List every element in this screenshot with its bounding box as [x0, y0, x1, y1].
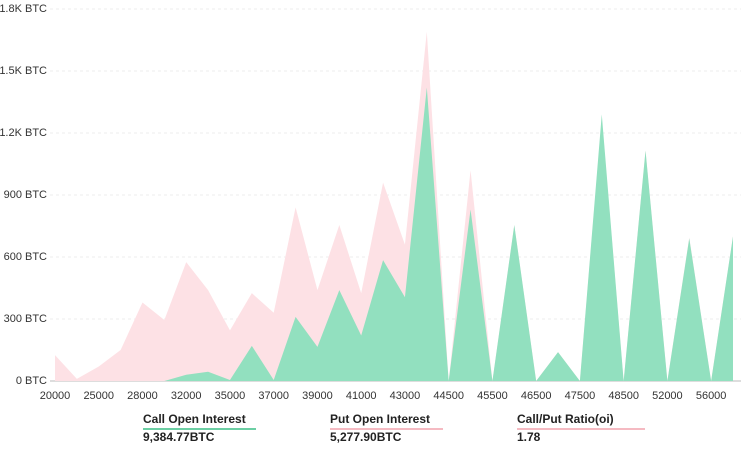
legend-label: Call Open Interest — [143, 412, 246, 426]
y-tick-label: 1.2K BTC — [0, 127, 47, 139]
x-tick-label: 43000 — [390, 390, 421, 402]
y-tick-label: 600 BTC — [4, 251, 47, 263]
y-tick-label: 300 BTC — [4, 313, 47, 325]
x-tick-label: 44500 — [433, 390, 464, 402]
x-tick-label: 56000 — [696, 390, 727, 402]
x-tick-label: 41000 — [346, 390, 377, 402]
x-tick-label: 39000 — [302, 390, 333, 402]
x-tick-label: 45500 — [477, 390, 508, 402]
area — [55, 87, 733, 382]
x-tick-label: 47500 — [565, 390, 596, 402]
ratio-value: 1.78 — [517, 430, 541, 444]
y-tick-label: 0 BTC — [16, 375, 47, 387]
x-tick-label: 35000 — [215, 390, 246, 402]
y-tick-label: 900 BTC — [4, 189, 47, 201]
legend-value: 9,384.77BTC — [143, 430, 215, 444]
legend-value: 5,277.90BTC — [330, 430, 402, 444]
x-tick-label: 37000 — [258, 390, 289, 402]
legend-label: Put Open Interest — [330, 412, 430, 426]
x-tick-label: 28000 — [127, 390, 158, 402]
x-tick-label: 46500 — [521, 390, 552, 402]
x-tick-label: 32000 — [171, 390, 202, 402]
y-tick-label: 1.8K BTC — [0, 3, 47, 15]
x-tick-label: 25000 — [83, 390, 114, 402]
ratio-label: Call/Put Ratio(oi) — [517, 412, 614, 426]
x-tick-label: 52000 — [652, 390, 683, 402]
x-tick-label: 20000 — [40, 390, 71, 402]
y-tick-label: 1.5K BTC — [0, 65, 47, 77]
x-tick-label: 48500 — [608, 390, 639, 402]
